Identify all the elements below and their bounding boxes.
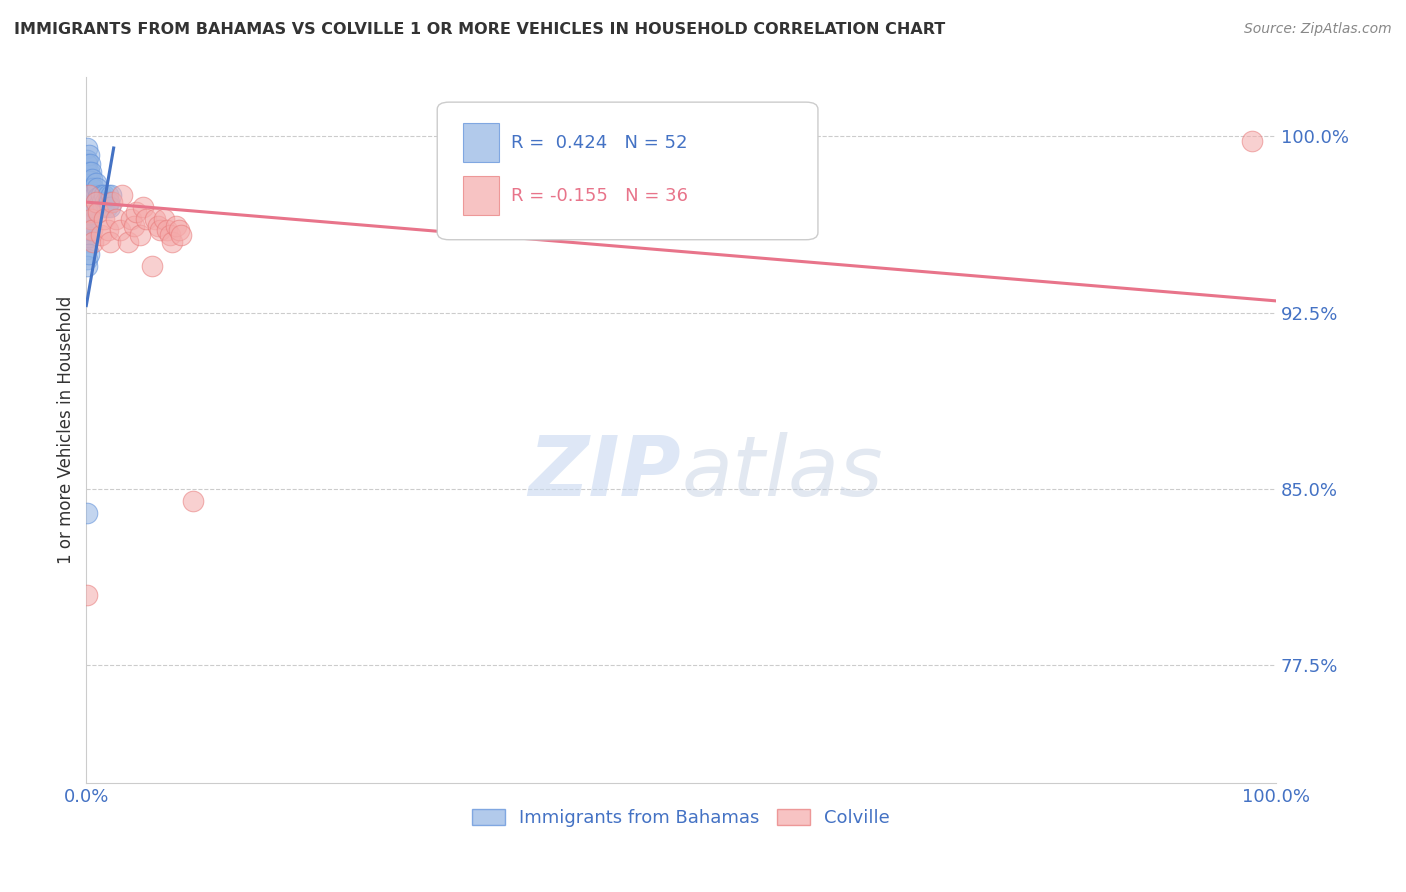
- Point: [80, 211, 103, 226]
- Point: [77, 230, 100, 244]
- Text: Source: ZipAtlas.com: Source: ZipAtlas.com: [1244, 22, 1392, 37]
- Point: [76, 178, 98, 193]
- Point: [125, 204, 148, 219]
- Point: [160, 235, 183, 249]
- Point: [82, 171, 104, 186]
- Point: [135, 211, 157, 226]
- Point: [96, 200, 118, 214]
- Point: [93, 188, 115, 202]
- Point: [77, 214, 100, 228]
- Point: [76, 242, 98, 256]
- Point: [93, 211, 115, 226]
- Point: [76, 252, 98, 266]
- Point: [79, 223, 101, 237]
- Legend: Immigrants from Bahamas, Colville: Immigrants from Bahamas, Colville: [465, 801, 897, 834]
- Point: [77, 181, 100, 195]
- Point: [159, 227, 181, 242]
- Point: [111, 188, 134, 202]
- Point: [76, 157, 98, 171]
- Point: [170, 227, 193, 242]
- Point: [146, 219, 169, 233]
- Point: [76, 259, 98, 273]
- Point: [152, 211, 174, 226]
- Point: [82, 181, 104, 195]
- FancyBboxPatch shape: [464, 123, 499, 162]
- Point: [84, 176, 107, 190]
- Point: [97, 223, 120, 237]
- Point: [76, 195, 98, 210]
- Point: [77, 247, 100, 261]
- Point: [82, 235, 104, 249]
- Point: [89, 197, 111, 211]
- Point: [1241, 134, 1264, 148]
- Point: [90, 195, 112, 210]
- Point: [97, 188, 120, 202]
- Point: [98, 235, 121, 249]
- Point: [117, 235, 139, 249]
- Point: [149, 223, 172, 237]
- Point: [76, 219, 98, 233]
- Point: [80, 164, 103, 178]
- Point: [141, 259, 163, 273]
- Point: [86, 181, 108, 195]
- Text: R = -0.155   N = 36: R = -0.155 N = 36: [510, 187, 688, 205]
- Point: [76, 188, 98, 202]
- Point: [76, 227, 98, 242]
- Point: [82, 200, 104, 214]
- Point: [76, 153, 98, 167]
- Point: [121, 211, 143, 226]
- Point: [79, 190, 101, 204]
- Text: IMMIGRANTS FROM BAHAMAS VS COLVILLE 1 OR MORE VEHICLES IN HOUSEHOLD CORRELATION : IMMIGRANTS FROM BAHAMAS VS COLVILLE 1 OR…: [14, 22, 945, 37]
- Point: [80, 197, 103, 211]
- Point: [82, 223, 104, 237]
- Point: [94, 195, 117, 210]
- Point: [79, 207, 101, 221]
- Point: [76, 141, 98, 155]
- Point: [143, 211, 166, 226]
- Point: [165, 219, 187, 233]
- Point: [80, 181, 103, 195]
- Point: [77, 188, 100, 202]
- Y-axis label: 1 or more Vehicles in Household: 1 or more Vehicles in Household: [58, 296, 75, 565]
- Text: atlas: atlas: [681, 432, 883, 513]
- Point: [77, 164, 100, 178]
- Point: [76, 211, 98, 226]
- Point: [90, 188, 112, 202]
- Point: [82, 188, 104, 202]
- Text: ZIP: ZIP: [529, 432, 681, 513]
- Point: [76, 506, 98, 520]
- Point: [77, 197, 100, 211]
- Point: [100, 188, 122, 202]
- Point: [79, 157, 101, 171]
- Point: [156, 223, 179, 237]
- Point: [132, 200, 155, 214]
- Point: [97, 195, 120, 210]
- Point: [128, 227, 150, 242]
- Point: [90, 227, 112, 242]
- Point: [76, 171, 98, 186]
- Point: [108, 223, 131, 237]
- Point: [77, 148, 100, 162]
- Point: [79, 204, 101, 219]
- Point: [98, 200, 121, 214]
- Point: [122, 219, 145, 233]
- Point: [76, 204, 98, 219]
- Point: [87, 190, 110, 204]
- Point: [101, 195, 124, 210]
- Point: [79, 174, 101, 188]
- Point: [83, 188, 105, 202]
- FancyBboxPatch shape: [437, 103, 818, 240]
- Point: [84, 195, 107, 210]
- Point: [167, 223, 190, 237]
- Point: [76, 164, 98, 178]
- Text: R =  0.424   N = 52: R = 0.424 N = 52: [510, 134, 688, 152]
- Point: [91, 200, 114, 214]
- FancyBboxPatch shape: [464, 177, 499, 215]
- Point: [76, 235, 98, 249]
- Point: [87, 204, 110, 219]
- Point: [183, 493, 205, 508]
- Point: [84, 195, 107, 210]
- Point: [76, 588, 98, 602]
- Point: [105, 211, 128, 226]
